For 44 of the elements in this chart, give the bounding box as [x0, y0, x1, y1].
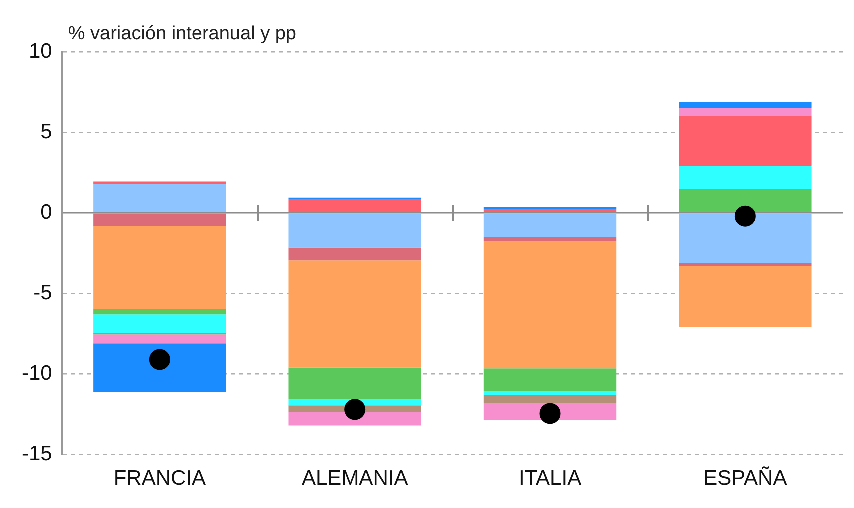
- bar: [484, 241, 617, 369]
- bar: [94, 314, 226, 334]
- y-tick-label: -10: [22, 362, 52, 386]
- x-tick-label: ITALIA: [518, 467, 582, 490]
- bar: [484, 214, 617, 238]
- bar: [679, 263, 812, 266]
- bar: [288, 368, 422, 400]
- y-tick-label: -5: [34, 281, 52, 304]
- y-tick-label: 0: [40, 200, 52, 224]
- y-tick-label: 5: [40, 120, 52, 144]
- bar: [679, 102, 812, 108]
- bar: [288, 412, 422, 426]
- y-tick-label: -15: [22, 442, 52, 466]
- bar: [484, 237, 617, 242]
- bar: [484, 368, 617, 392]
- x-tick-label: ESPAÑA: [704, 466, 788, 490]
- y-axis-title: % variación interanual y pp: [68, 24, 296, 45]
- bar: [679, 266, 812, 328]
- bar: [679, 214, 812, 264]
- bar: [484, 395, 617, 404]
- x-tick-label: ALEMANIA: [302, 467, 408, 490]
- bar: [288, 214, 422, 248]
- bar: [484, 209, 617, 212]
- bar: [94, 334, 226, 344]
- point: [734, 206, 756, 227]
- bar: [94, 214, 226, 226]
- bar: [94, 344, 226, 392]
- x-tick-label: FRANCIA: [114, 467, 206, 490]
- bar: [288, 260, 422, 368]
- bar: [94, 308, 226, 315]
- bar: [484, 391, 617, 396]
- bar: [679, 166, 812, 189]
- point: [344, 399, 366, 420]
- bar: [288, 248, 422, 261]
- bar: [94, 226, 226, 309]
- bar: [94, 184, 226, 212]
- bar: [679, 188, 812, 212]
- bar: [679, 116, 812, 166]
- bar: [288, 199, 422, 212]
- point: [540, 403, 561, 424]
- bar: [94, 182, 226, 184]
- bar: [679, 108, 812, 116]
- point: [149, 349, 170, 370]
- y-tick-label: 10: [28, 40, 52, 63]
